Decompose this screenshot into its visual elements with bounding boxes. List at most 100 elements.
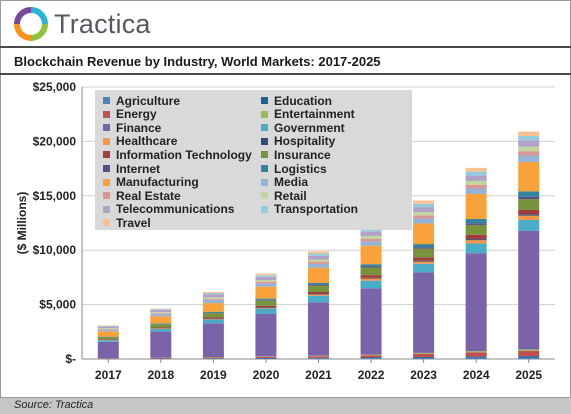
x-tick-label: 2024 xyxy=(463,368,490,382)
bar-logistics-2018 xyxy=(150,323,172,324)
bar-real-estate-2022 xyxy=(360,238,382,242)
legend-label: Hospitality xyxy=(274,134,336,149)
bar-finance-2017 xyxy=(97,341,119,359)
bar-insurance-2019 xyxy=(202,313,224,318)
bar-manufacturing-2021 xyxy=(308,267,329,283)
bar-logistics-2023 xyxy=(413,244,435,248)
bar-internet-2022 xyxy=(360,266,382,268)
bar-media-2024 xyxy=(465,188,487,194)
bar-telecommunications-2023 xyxy=(413,207,435,213)
y-tick-label: $5,000 xyxy=(39,298,76,312)
bar-agriculture-2024 xyxy=(465,357,487,359)
legend-item-retail: Retail xyxy=(261,188,307,203)
bar-energy-2021 xyxy=(308,356,329,358)
bar-telecommunications-2017 xyxy=(97,326,119,329)
bar-finance-2020 xyxy=(255,313,277,357)
bar-information-technology-2025 xyxy=(518,209,540,215)
bar-information-technology-2017 xyxy=(97,339,119,340)
bar-real-estate-2025 xyxy=(518,151,540,156)
bar-entertainment-2022 xyxy=(360,354,382,356)
bar-finance-2019 xyxy=(202,323,224,358)
bar-travel-2025 xyxy=(518,131,540,136)
legend-label: Information Technology xyxy=(116,147,252,162)
bar-hospitality-2022 xyxy=(360,277,382,279)
bar-transportation-2018 xyxy=(150,309,172,311)
legend-item-internet: Internet xyxy=(103,161,161,176)
bar-agriculture-2023 xyxy=(413,357,435,359)
bar-manufacturing-2022 xyxy=(360,245,382,265)
bar-real-estate-2021 xyxy=(308,261,329,264)
bar-education-2022 xyxy=(360,357,382,359)
legend-item-travel: Travel xyxy=(103,216,151,230)
legend-item-education: Education xyxy=(261,94,332,108)
legend-swatch xyxy=(103,137,110,145)
bar-insurance-2022 xyxy=(360,267,382,276)
legend-swatch xyxy=(261,151,268,159)
bar-internet-2023 xyxy=(413,247,435,249)
header-divider xyxy=(0,46,571,48)
legend-label: Internet xyxy=(116,161,161,176)
bar-agriculture-2021 xyxy=(308,358,329,359)
legend-swatch xyxy=(261,124,268,132)
bar-finance-2025 xyxy=(518,230,540,350)
legend-item-real-estate: Real Estate xyxy=(103,189,181,203)
bar-healthcare-2021 xyxy=(308,294,329,296)
brand-name: Tractica xyxy=(54,8,151,39)
legend-label: Manufacturing xyxy=(116,175,199,190)
y-tick-label: $- xyxy=(65,352,76,366)
bar-hospitality-2024 xyxy=(465,239,487,241)
bar-transportation-2019 xyxy=(202,293,224,295)
bar-travel-2020 xyxy=(255,273,277,276)
bar-insurance-2020 xyxy=(255,300,277,306)
legend-swatch xyxy=(261,97,268,104)
bar-retail-2024 xyxy=(465,180,487,185)
x-tick-label: 2022 xyxy=(358,368,385,382)
x-tick-label: 2025 xyxy=(515,368,542,382)
bar-energy-2024 xyxy=(465,352,487,357)
bar-telecommunications-2021 xyxy=(308,255,329,260)
bar-energy-2020 xyxy=(255,356,277,359)
bar-energy-2023 xyxy=(413,353,435,358)
legend-swatch xyxy=(261,178,268,186)
legend-item-insurance: Insurance xyxy=(261,148,331,162)
legend-item-entertainment: Entertainment xyxy=(261,107,355,121)
bar-information-technology-2023 xyxy=(413,257,435,261)
bar-government-2017 xyxy=(97,340,119,342)
bar-logistics-2022 xyxy=(360,264,382,267)
bar-government-2025 xyxy=(518,219,540,231)
bar-internet-2024 xyxy=(465,223,487,225)
bar-agriculture-2025 xyxy=(518,357,540,359)
bar-energy-2025 xyxy=(518,350,540,357)
bar-transportation-2020 xyxy=(255,275,277,277)
legend-swatch xyxy=(103,205,110,213)
chart-legend: Agriculture Education Energy Entertainment F… xyxy=(95,90,412,230)
legend-item-finance: Finance xyxy=(103,121,161,135)
y-tick-label: $10,000 xyxy=(33,243,77,257)
bar-retail-2019 xyxy=(202,297,224,299)
bar-real-estate-2023 xyxy=(413,215,435,219)
bar-media-2022 xyxy=(360,241,382,246)
legend-swatch xyxy=(103,110,110,118)
legend-swatch xyxy=(103,178,110,186)
bar-transportation-2025 xyxy=(518,135,540,141)
bar-manufacturing-2017 xyxy=(97,331,119,337)
legend-label: Media xyxy=(274,175,309,190)
bar-media-2017 xyxy=(97,329,119,332)
bar-government-2020 xyxy=(255,308,277,314)
bar-information-technology-2019 xyxy=(202,317,224,319)
bar-logistics-2019 xyxy=(202,311,224,313)
bar-education-2024 xyxy=(465,356,487,358)
bar-telecommunications-2025 xyxy=(518,140,540,147)
legend-label: Retail xyxy=(274,188,307,203)
bar-retail-2022 xyxy=(360,235,382,239)
legend-label: Energy xyxy=(116,107,157,122)
bar-insurance-2021 xyxy=(308,285,329,292)
bar-media-2025 xyxy=(518,155,540,163)
bar-travel-2024 xyxy=(465,167,487,172)
legend-swatch xyxy=(261,165,268,172)
bar-energy-2018 xyxy=(150,357,172,359)
bar-hospitality-2023 xyxy=(413,260,435,262)
bar-government-2023 xyxy=(413,263,435,273)
legend-label: Logistics xyxy=(274,161,327,176)
bar-agriculture-2022 xyxy=(360,358,382,359)
